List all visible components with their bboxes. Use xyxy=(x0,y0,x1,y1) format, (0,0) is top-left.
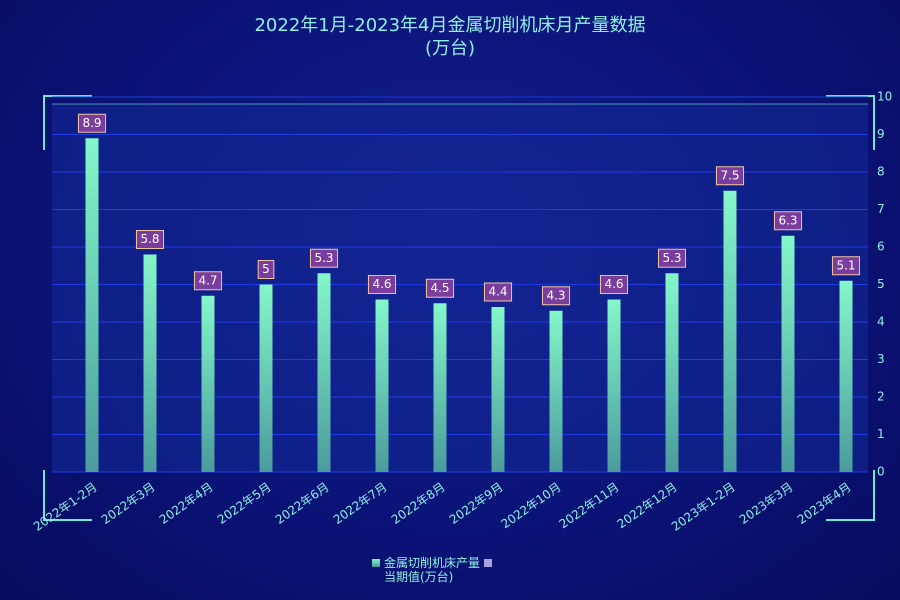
legend-label: 金属切削机床产量 当期值(万台) xyxy=(384,556,481,584)
legend: 金属切削机床产量 当期值(万台) xyxy=(372,556,493,584)
bar xyxy=(839,280,853,472)
value-label-box xyxy=(257,260,275,279)
value-label-box xyxy=(657,248,687,268)
value-label-box xyxy=(193,271,223,291)
x-tick-label: 2023年3月 xyxy=(737,480,796,527)
legend-swatch xyxy=(372,559,380,567)
x-tick-label: 2022年9月 xyxy=(447,480,506,527)
value-label-box xyxy=(309,248,339,268)
frame xyxy=(43,95,875,521)
y-tick-label: 5 xyxy=(877,277,885,291)
y-tick-label: 6 xyxy=(877,240,885,254)
value-label-box xyxy=(425,278,455,298)
value-label: 4.3 xyxy=(546,288,565,302)
x-tick-label: 2022年6月 xyxy=(273,480,332,527)
bar xyxy=(201,295,215,472)
y-tick-label: 10 xyxy=(877,90,892,104)
value-label-box xyxy=(541,286,571,306)
x-tick-label: 2022年4月 xyxy=(157,480,216,527)
value-label: 8.9 xyxy=(82,116,101,130)
value-label: 5 xyxy=(262,262,270,276)
value-label: 7.5 xyxy=(720,168,739,182)
bar xyxy=(317,273,331,472)
bar xyxy=(549,310,563,472)
x-tick-label: 2022年8月 xyxy=(389,480,448,527)
y-tick-label: 3 xyxy=(877,352,885,366)
bar xyxy=(375,299,389,472)
bar xyxy=(259,284,273,472)
y-tick-label: 8 xyxy=(877,165,885,179)
plot-area xyxy=(52,104,868,472)
bar xyxy=(607,299,621,472)
value-label-box xyxy=(367,275,397,294)
value-label: 5.3 xyxy=(662,251,681,265)
bar xyxy=(781,235,795,472)
chart-title: 2022年1月-2023年4月金属切削机床月产量数据 (万台) xyxy=(254,15,646,59)
value-label: 4.6 xyxy=(372,277,391,291)
value-label: 4.5 xyxy=(430,281,449,295)
value-label-box xyxy=(831,256,861,276)
value-label-box xyxy=(599,275,629,294)
value-label-box xyxy=(715,166,745,186)
value-label: 6.3 xyxy=(778,213,797,227)
value-label-box xyxy=(773,211,803,231)
value-label-box xyxy=(135,230,165,249)
y-tick-label: 4 xyxy=(877,315,885,329)
x-tick-label: 2022年3月 xyxy=(99,480,158,527)
value-label: 5.3 xyxy=(314,251,333,265)
value-label-box xyxy=(483,282,513,302)
x-tick-label: 2022年1-2月 xyxy=(31,480,100,534)
bar xyxy=(85,138,99,472)
value-label: 4.7 xyxy=(198,273,217,287)
x-tick-label: 2023年1-2月 xyxy=(669,480,738,534)
value-label: 5.8 xyxy=(140,232,159,246)
legend-swatch xyxy=(484,559,493,567)
value-label-box xyxy=(77,113,107,133)
bar xyxy=(143,254,157,472)
x-tick-label: 2022年5月 xyxy=(215,480,274,527)
y-tick-label: 2 xyxy=(877,390,885,404)
y-tick-label: 1 xyxy=(877,427,885,441)
bar xyxy=(665,273,679,472)
bar xyxy=(723,190,737,472)
y-tick-label: 0 xyxy=(877,465,885,479)
x-tick-label: 2022年7月 xyxy=(331,480,390,527)
y-tick-label: 7 xyxy=(877,202,885,216)
x-tick-label: 2022年11月 xyxy=(557,480,622,532)
bar xyxy=(433,303,447,472)
value-label: 4.6 xyxy=(604,277,623,291)
value-label: 4.4 xyxy=(488,285,507,299)
value-label: 5.1 xyxy=(836,258,855,272)
bar xyxy=(491,307,505,472)
y-tick-label: 9 xyxy=(877,127,885,141)
x-tick-label: 2022年10月 xyxy=(499,480,564,532)
